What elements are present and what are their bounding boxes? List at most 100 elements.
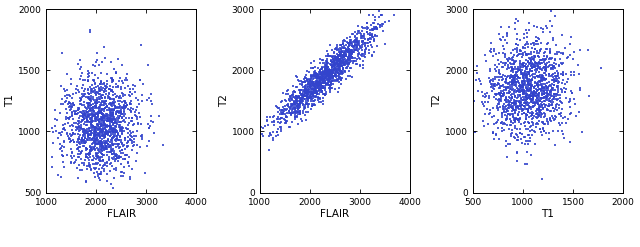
Point <box>109 117 119 121</box>
Point <box>489 82 499 86</box>
Point <box>277 112 287 116</box>
Point <box>543 108 553 112</box>
Point <box>97 155 107 159</box>
Point <box>326 54 336 58</box>
Point <box>91 125 101 129</box>
Point <box>514 99 524 103</box>
Point <box>310 86 321 90</box>
Point <box>519 61 529 65</box>
Point <box>365 40 375 43</box>
Point <box>126 99 136 103</box>
Point <box>522 95 532 99</box>
Point <box>514 100 524 103</box>
Point <box>307 66 317 70</box>
Point <box>158 143 168 147</box>
Point <box>301 89 312 93</box>
Point <box>132 143 142 147</box>
Point <box>316 68 326 72</box>
Point <box>315 79 325 83</box>
Point <box>113 110 124 114</box>
Point <box>257 132 268 136</box>
Point <box>91 130 101 134</box>
Point <box>545 90 556 94</box>
Point <box>506 51 516 55</box>
Point <box>300 87 310 91</box>
Point <box>490 93 500 97</box>
Point <box>539 92 549 96</box>
Point <box>534 107 545 111</box>
Point <box>519 88 529 92</box>
Point <box>68 132 78 136</box>
Point <box>306 65 316 69</box>
Point <box>104 106 114 110</box>
Point <box>522 88 532 92</box>
Point <box>335 63 346 67</box>
Point <box>340 57 350 61</box>
Point <box>349 34 360 38</box>
Point <box>81 138 92 142</box>
Point <box>321 59 332 63</box>
Point <box>532 49 542 53</box>
Point <box>98 127 108 131</box>
Point <box>62 93 72 97</box>
Point <box>517 84 527 88</box>
Point <box>79 109 89 113</box>
Point <box>324 74 334 78</box>
Point <box>491 122 501 125</box>
Point <box>311 81 321 85</box>
Point <box>287 109 297 113</box>
Point <box>112 110 122 114</box>
Point <box>542 86 552 90</box>
Point <box>334 86 344 90</box>
Point <box>514 81 524 85</box>
Point <box>305 79 315 83</box>
Point <box>116 170 127 174</box>
Point <box>289 100 299 104</box>
Point <box>305 84 315 88</box>
Point <box>316 82 326 86</box>
Point <box>505 113 515 117</box>
Point <box>319 65 329 69</box>
Point <box>312 80 322 83</box>
Point <box>97 96 107 100</box>
Point <box>363 41 373 44</box>
Point <box>540 91 550 95</box>
Point <box>296 99 307 103</box>
Point <box>525 64 536 68</box>
Point <box>111 116 122 120</box>
Point <box>524 72 534 76</box>
Point <box>527 62 538 66</box>
Point <box>104 97 115 101</box>
Point <box>516 100 526 104</box>
Point <box>527 113 538 117</box>
Point <box>99 146 109 150</box>
Point <box>510 75 520 79</box>
Point <box>545 61 555 64</box>
Point <box>553 79 563 83</box>
Point <box>48 141 58 144</box>
Point <box>111 130 122 134</box>
Point <box>522 80 532 84</box>
Point <box>122 104 132 108</box>
Point <box>506 64 516 68</box>
Point <box>321 92 332 96</box>
Point <box>55 147 65 151</box>
Point <box>383 19 394 23</box>
Point <box>533 75 543 79</box>
Point <box>92 122 102 126</box>
Point <box>83 78 93 82</box>
Point <box>529 65 540 69</box>
Point <box>114 154 124 158</box>
Point <box>271 105 282 109</box>
Point <box>91 60 101 64</box>
Point <box>512 86 522 90</box>
Point <box>56 146 66 150</box>
Point <box>303 90 314 94</box>
Point <box>93 112 103 116</box>
Point <box>507 82 517 86</box>
Point <box>507 75 517 79</box>
Point <box>60 87 70 91</box>
Point <box>335 75 345 79</box>
Point <box>333 72 344 76</box>
Point <box>97 166 108 170</box>
